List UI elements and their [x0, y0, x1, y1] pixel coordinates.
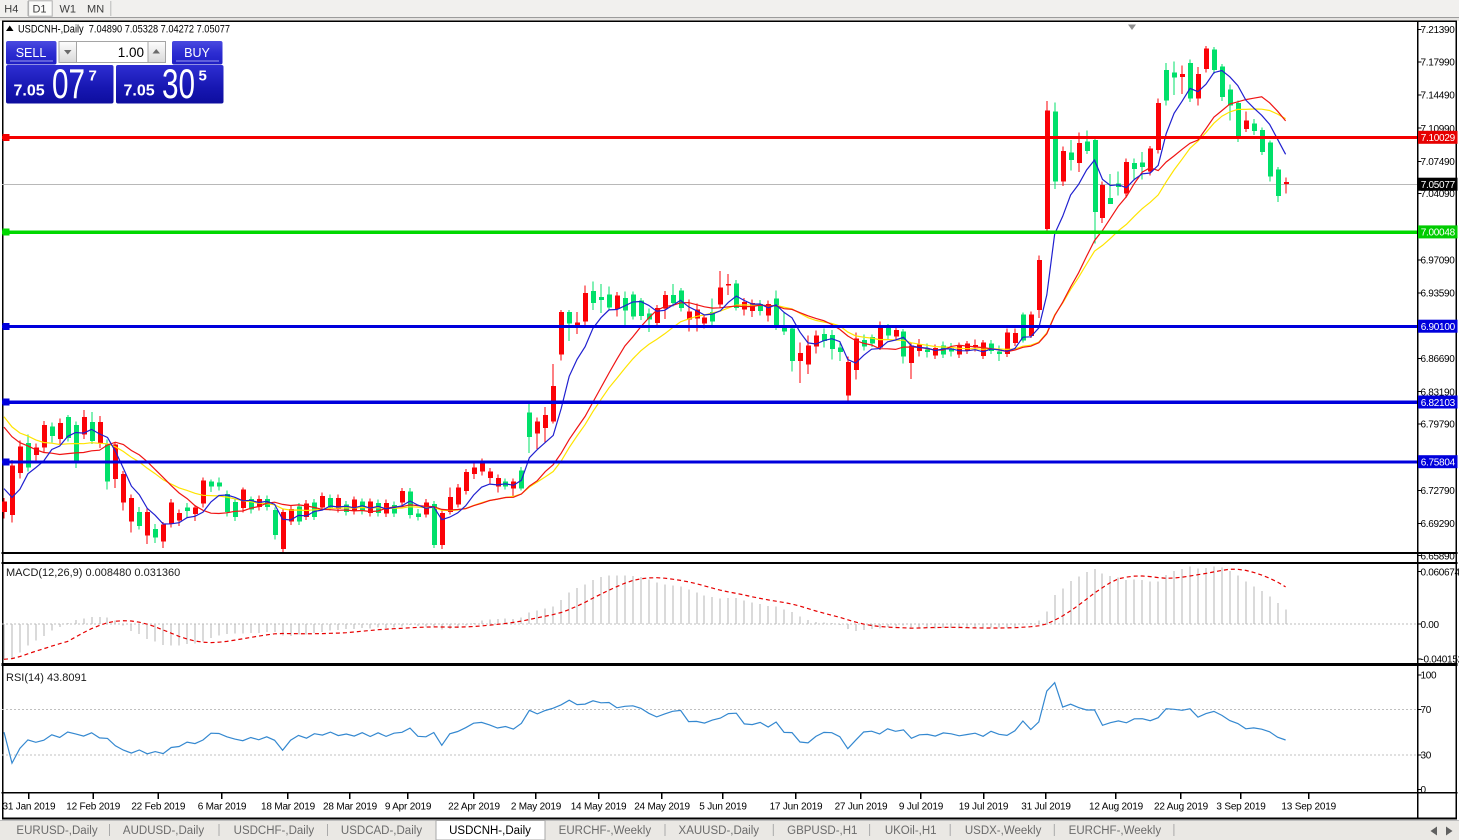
svg-text:28 Mar 2019: 28 Mar 2019: [323, 802, 378, 813]
svg-text:6.75804: 6.75804: [1421, 458, 1456, 469]
svg-text:7.05077: 7.05077: [1421, 180, 1456, 191]
svg-text:2 May 2019: 2 May 2019: [511, 802, 562, 813]
svg-text:AUDUSD-,Daily: AUDUSD-,Daily: [123, 825, 204, 837]
svg-text:EURUSD-,Daily: EURUSD-,Daily: [16, 825, 97, 837]
svg-text:31 Jan 2019: 31 Jan 2019: [2, 802, 55, 813]
svg-text:BUY: BUY: [184, 46, 210, 60]
svg-text:6.72790: 6.72790: [1421, 486, 1456, 497]
svg-text:GBPUSD-,H1: GBPUSD-,H1: [787, 825, 857, 837]
svg-text:USDX-,Weekly: USDX-,Weekly: [965, 825, 1042, 837]
svg-text:22 Apr 2019: 22 Apr 2019: [448, 802, 500, 813]
svg-text:USDCHF-,Daily: USDCHF-,Daily: [234, 825, 315, 837]
svg-text:12 Aug 2019: 12 Aug 2019: [1089, 802, 1144, 813]
svg-text:17 Jun 2019: 17 Jun 2019: [770, 802, 823, 813]
svg-text:7.10990: 7.10990: [1421, 124, 1456, 135]
svg-text:USDCNH-,Daily 7.04890 7.05328: USDCNH-,Daily 7.04890 7.05328 7.04272 7.…: [18, 24, 230, 36]
svg-text:13 Sep 2019: 13 Sep 2019: [1281, 802, 1336, 813]
svg-text:6 Mar 2019: 6 Mar 2019: [198, 802, 247, 813]
svg-text:7.00048: 7.00048: [1421, 228, 1456, 239]
svg-text:6.69290: 6.69290: [1421, 519, 1456, 530]
svg-text:6.79790: 6.79790: [1421, 420, 1456, 431]
svg-text:07: 07: [52, 60, 85, 107]
svg-text:H4: H4: [4, 4, 18, 16]
svg-text:7.07490: 7.07490: [1421, 157, 1456, 168]
svg-text:1.00: 1.00: [118, 45, 144, 60]
svg-text:6.82103: 6.82103: [1421, 398, 1456, 409]
svg-text:30: 30: [1421, 751, 1432, 762]
svg-text:7.05: 7.05: [14, 83, 45, 100]
svg-text:18 Mar 2019: 18 Mar 2019: [261, 802, 316, 813]
svg-text:-0.040152: -0.040152: [1421, 655, 1459, 666]
svg-text:7: 7: [89, 68, 97, 85]
svg-text:USDCAD-,Daily: USDCAD-,Daily: [341, 825, 422, 837]
svg-text:EURCHF-,Weekly: EURCHF-,Weekly: [1069, 825, 1162, 837]
svg-text:6.86690: 6.86690: [1421, 354, 1456, 365]
svg-text:6.90100: 6.90100: [1421, 322, 1456, 333]
svg-text:22 Aug 2019: 22 Aug 2019: [1154, 802, 1209, 813]
svg-text:0.060674: 0.060674: [1421, 567, 1459, 578]
svg-text:6.65890: 6.65890: [1421, 551, 1456, 562]
svg-text:27 Jun 2019: 27 Jun 2019: [835, 802, 888, 813]
svg-text:7.05: 7.05: [124, 83, 155, 100]
svg-text:12 Feb 2019: 12 Feb 2019: [66, 802, 121, 813]
svg-text:7.21390: 7.21390: [1421, 25, 1456, 36]
svg-text:14 May 2019: 14 May 2019: [571, 802, 627, 813]
svg-text:6.93590: 6.93590: [1421, 289, 1456, 300]
svg-text:0.00: 0.00: [1421, 620, 1440, 631]
svg-text:70: 70: [1421, 705, 1432, 716]
svg-text:6.97090: 6.97090: [1421, 256, 1456, 267]
svg-text:7.04090: 7.04090: [1421, 189, 1456, 200]
svg-text:0: 0: [1421, 785, 1427, 796]
svg-text:RSI(14) 43.8091: RSI(14) 43.8091: [6, 672, 87, 684]
svg-text:22 Feb 2019: 22 Feb 2019: [131, 802, 186, 813]
svg-text:24 May 2019: 24 May 2019: [634, 802, 690, 813]
svg-text:MACD(12,26,9) 0.008480 0.03136: MACD(12,26,9) 0.008480 0.031360: [6, 567, 180, 579]
svg-text:30: 30: [162, 60, 195, 107]
svg-text:9 Jul 2019: 9 Jul 2019: [899, 802, 944, 813]
svg-text:100: 100: [1421, 671, 1438, 682]
svg-text:5 Jun 2019: 5 Jun 2019: [699, 802, 747, 813]
svg-text:31 Jul 2019: 31 Jul 2019: [1021, 802, 1071, 813]
svg-text:W1: W1: [60, 4, 77, 16]
svg-text:5: 5: [199, 68, 207, 85]
svg-text:EURCHF-,Weekly: EURCHF-,Weekly: [559, 825, 652, 837]
svg-text:SELL: SELL: [16, 46, 47, 60]
svg-text:9 Apr 2019: 9 Apr 2019: [385, 802, 432, 813]
svg-text:7.10029: 7.10029: [1421, 133, 1456, 144]
svg-text:3 Sep 2019: 3 Sep 2019: [1216, 802, 1266, 813]
svg-text:D1: D1: [32, 4, 46, 16]
svg-text:XAUUSD-,Daily: XAUUSD-,Daily: [679, 825, 760, 837]
svg-text:USDCNH-,Daily: USDCNH-,Daily: [449, 825, 531, 837]
svg-text:6.83190: 6.83190: [1421, 387, 1456, 398]
svg-text:7.14490: 7.14490: [1421, 91, 1456, 102]
svg-text:7.17990: 7.17990: [1421, 57, 1456, 68]
svg-text:MN: MN: [87, 4, 104, 16]
svg-text:19 Jul 2019: 19 Jul 2019: [959, 802, 1009, 813]
svg-text:UKOil-,H1: UKOil-,H1: [885, 825, 937, 837]
